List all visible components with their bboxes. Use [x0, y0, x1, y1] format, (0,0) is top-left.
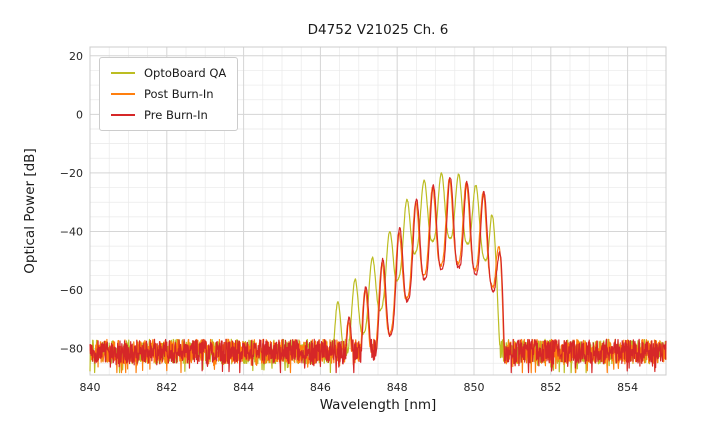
x-tick-label: 854: [617, 381, 638, 394]
legend-item-label: OptoBoard QA: [144, 66, 227, 80]
legend-item: Post Burn-In: [111, 87, 226, 101]
legend-line-swatch: [111, 93, 135, 95]
x-tick-label: 844: [233, 381, 254, 394]
x-tick-label: 848: [387, 381, 408, 394]
y-tick-label: −20: [60, 167, 83, 180]
legend-item-label: Pre Burn-In: [144, 108, 208, 122]
chart-title: D4752 V21025 Ch. 6: [307, 22, 449, 38]
series-line: [89, 176, 667, 374]
x-tick-label: 842: [156, 381, 177, 394]
y-axis-label: Optical Power [dB]: [22, 148, 38, 274]
legend-item: Pre Burn-In: [111, 108, 226, 122]
legend-line-swatch: [111, 114, 135, 116]
legend-item: OptoBoard QA: [111, 66, 226, 80]
y-tick-label: −80: [60, 343, 83, 356]
legend-item-label: Post Burn-In: [144, 87, 214, 101]
plot-border: [89, 46, 667, 376]
y-tick-label: −40: [60, 226, 83, 239]
y-tick-label: 0: [76, 108, 83, 121]
x-axis-label: Wavelength [nm]: [319, 397, 437, 413]
x-tick-label: 852: [540, 381, 561, 394]
x-tick-label: 840: [80, 381, 101, 394]
x-tick-label: 846: [310, 381, 331, 394]
legend: OptoBoard QA Post Burn-In Pre Burn-In: [99, 57, 239, 131]
legend-line-swatch: [111, 72, 135, 74]
y-tick-label: 20: [69, 50, 83, 63]
y-tick-label: −60: [60, 284, 83, 297]
x-tick-label: 850: [464, 381, 485, 394]
